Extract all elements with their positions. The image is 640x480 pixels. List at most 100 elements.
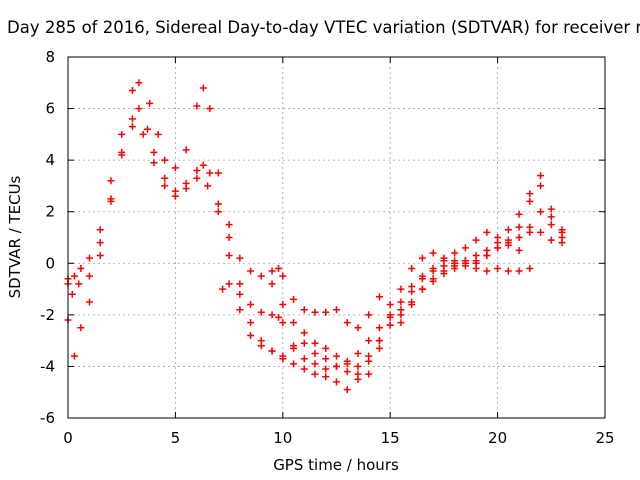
data-point (440, 254, 448, 262)
data-point (135, 79, 143, 87)
data-point (515, 210, 523, 218)
data-point (440, 267, 448, 275)
data-point (268, 267, 276, 275)
data-point (193, 102, 201, 110)
data-point (290, 360, 298, 368)
data-point (526, 190, 534, 198)
data-point (461, 257, 469, 265)
data-point (354, 350, 362, 358)
data-point (161, 174, 169, 182)
data-point (128, 123, 136, 131)
data-point (219, 285, 227, 293)
data-point (225, 280, 233, 288)
x-tick-label: 25 (595, 429, 614, 447)
data-point (161, 182, 169, 190)
data-point (429, 249, 437, 257)
data-point (214, 208, 222, 216)
data-point (354, 362, 362, 370)
data-point (290, 342, 298, 350)
data-point (107, 177, 115, 185)
data-point (343, 386, 351, 394)
data-point (311, 360, 319, 368)
data-point (322, 365, 330, 373)
data-point (154, 130, 162, 138)
data-point (118, 148, 126, 156)
data-point (171, 164, 179, 172)
data-point (504, 226, 512, 234)
data-point (68, 290, 76, 298)
x-tick-label: 0 (63, 429, 73, 447)
data-point (365, 357, 373, 365)
data-point (537, 172, 545, 180)
y-tick-label: 2 (45, 203, 55, 221)
data-point (300, 365, 308, 373)
data-point (96, 252, 104, 260)
y-tick-label: -2 (40, 306, 55, 324)
data-point (397, 311, 405, 319)
data-point (135, 105, 143, 113)
data-point (171, 192, 179, 200)
data-point (225, 252, 233, 260)
data-point (257, 342, 265, 350)
data-point (311, 370, 319, 378)
data-point (143, 125, 151, 133)
data-point (236, 306, 244, 314)
x-axis-label: GPS time / hours (273, 456, 399, 474)
data-point (429, 264, 437, 272)
data-point (483, 228, 491, 236)
data-point (268, 280, 276, 288)
axis-ticks (67, 56, 606, 419)
data-point (375, 293, 383, 301)
data-point (322, 344, 330, 352)
data-point (451, 249, 459, 257)
y-tick-label: 6 (45, 100, 55, 118)
data-point (365, 311, 373, 319)
x-tick-label: 15 (381, 429, 400, 447)
data-point (558, 239, 566, 247)
y-tick-label: 8 (45, 48, 55, 66)
chart-title: Day 285 of 2016, Sidereal Day-to-day VTE… (7, 18, 640, 37)
data-point (386, 301, 394, 309)
data-point (128, 115, 136, 123)
data-point (311, 339, 319, 347)
data-point (483, 252, 491, 260)
data-point (322, 308, 330, 316)
y-tick-label: -4 (40, 357, 55, 375)
data-point (494, 264, 502, 272)
y-axis-label: SDTVAR / TECUs (6, 175, 24, 298)
data-point (290, 319, 298, 327)
data-point (247, 319, 255, 327)
data-point (472, 259, 480, 267)
data-point (275, 264, 283, 272)
x-tick-labels: 0 5 10 15 20 25 (63, 429, 614, 447)
data-point (300, 329, 308, 337)
data-point (515, 223, 523, 231)
data-point (161, 156, 169, 164)
data-point (515, 234, 523, 241)
data-point (311, 308, 319, 316)
data-point (279, 301, 287, 309)
y-tick-label: 0 (45, 254, 55, 272)
data-point (279, 272, 287, 280)
data-point (343, 319, 351, 327)
data-point (300, 306, 308, 314)
data-point (193, 174, 201, 182)
data-point (333, 352, 340, 360)
data-point (96, 226, 104, 234)
data-point (257, 308, 265, 316)
data-point (139, 130, 147, 138)
x-tick-label: 20 (488, 429, 507, 447)
y-tick-label: -6 (40, 409, 55, 427)
data-point (547, 205, 555, 213)
data-point (375, 344, 383, 352)
data-point (526, 264, 534, 272)
data-point (494, 234, 502, 241)
data-point (247, 301, 255, 309)
data-point (199, 84, 207, 92)
data-point (526, 223, 534, 231)
data-point (150, 148, 158, 156)
data-point (275, 313, 283, 321)
y-tick-labels: -6 -4 -2 0 2 4 6 8 (40, 48, 55, 427)
data-point (204, 182, 212, 190)
